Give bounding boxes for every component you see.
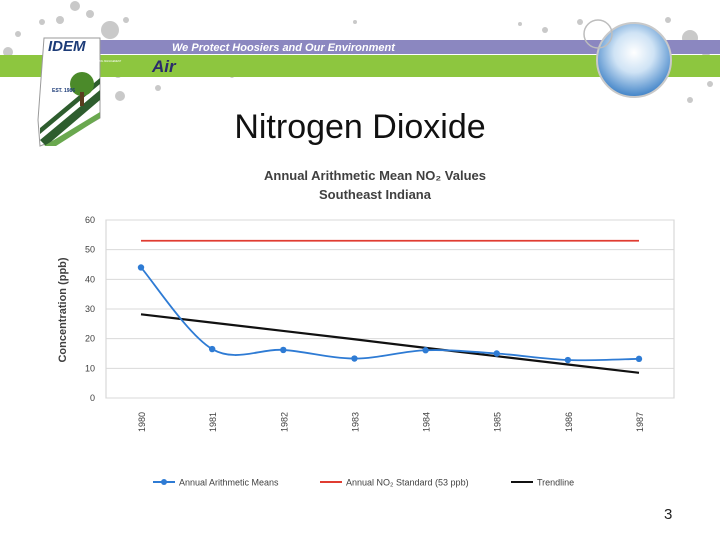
- tagline-bar: [100, 40, 720, 54]
- y-tick-label: 60: [85, 215, 95, 225]
- y-tick-label: 0: [90, 393, 95, 403]
- tagline-text: We Protect Hoosiers and Our Environment: [172, 42, 396, 54]
- gridlines: [106, 219, 674, 399]
- page-number: 3: [664, 506, 673, 523]
- chart-legend: Annual Arithmetic Means Annual NO₂ Standa…: [153, 478, 574, 488]
- header-banner: IDEM INDIANA DEPARTMENT OF ENVIRONMENTAL…: [0, 1, 720, 147]
- logo-text: IDEM: [48, 38, 86, 55]
- tree-icon: [70, 72, 94, 96]
- series-layer: [137, 239, 643, 374]
- x-tick-label: 1983: [350, 412, 360, 432]
- series-line-annual-arithmetic-means: [140, 266, 640, 362]
- x-tick-label: 1984: [422, 412, 432, 432]
- data-point: [493, 350, 500, 357]
- y-axis-label: Concentration (ppb): [57, 257, 69, 362]
- y-tick-label: 20: [85, 334, 95, 344]
- data-point: [137, 264, 145, 271]
- x-tick-label: 1986: [564, 412, 574, 432]
- x-tick-label: 1980: [137, 412, 147, 432]
- y-tick-label: 10: [85, 363, 95, 373]
- y-tick-label: 40: [85, 274, 95, 284]
- data-point: [635, 355, 643, 363]
- x-tick-label: 1981: [208, 412, 218, 432]
- slide-title: Nitrogen Dioxide: [234, 108, 486, 146]
- x-tick-label: 1987: [635, 412, 645, 432]
- logo-est: EST. 1986: [52, 88, 75, 94]
- section-bar: [0, 55, 720, 77]
- x-tick-label: 1982: [279, 412, 289, 432]
- sky-image-circle: [596, 22, 672, 98]
- data-point: [564, 356, 572, 364]
- data-point: [351, 355, 358, 362]
- no2-line-chart: Annual Arithmetic Mean NO₂ Values Southe…: [57, 168, 675, 488]
- section-label: Air: [151, 57, 177, 76]
- y-tick-label: 30: [85, 304, 95, 314]
- y-tick-label: 50: [85, 245, 95, 255]
- data-point: [422, 347, 429, 354]
- x-axis-ticks: 1980 1981 1982 1983 1984 1985 1986 1987: [137, 412, 645, 432]
- chart-subtitle: Southeast Indiana: [319, 187, 432, 202]
- series-line-trendline: [140, 313, 640, 374]
- data-point: [280, 346, 287, 354]
- legend-label: Annual Arithmetic Means: [179, 478, 279, 488]
- legend-marker: [161, 479, 167, 485]
- logo-subtext: INDIANA DEPARTMENT OF ENVIRONMENTAL MANA…: [52, 60, 122, 63]
- data-point: [208, 345, 216, 353]
- y-axis-ticks: 0 10 20 30 40 50 60: [85, 215, 95, 403]
- legend-label: Trendline: [537, 478, 574, 488]
- x-tick-label: 1985: [493, 412, 503, 432]
- chart-title: Annual Arithmetic Mean NO₂ Values: [264, 168, 486, 183]
- legend-label: Annual NO₂ Standard (53 ppb): [346, 478, 469, 488]
